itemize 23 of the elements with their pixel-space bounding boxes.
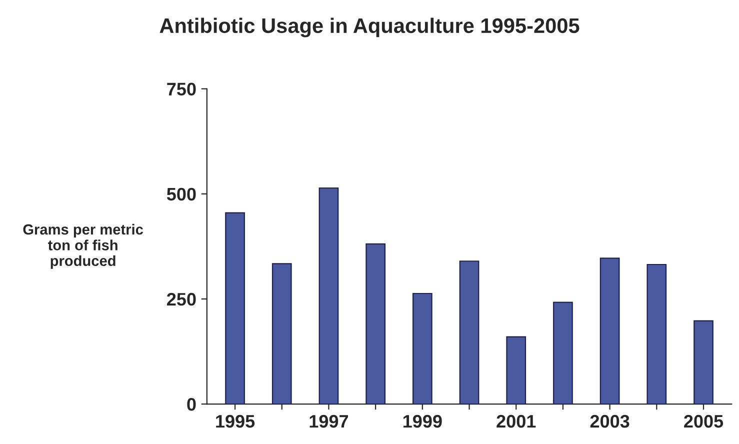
bar bbox=[366, 243, 386, 404]
y-tick-label: 0 bbox=[187, 398, 196, 411]
chart-title: Antibiotic Usage in Aquaculture 1995-2005 bbox=[160, 18, 580, 38]
bar bbox=[646, 264, 667, 404]
x-tick-label: 2003 bbox=[590, 414, 630, 428]
y-tick-label: 500 bbox=[166, 188, 196, 201]
bar bbox=[553, 302, 573, 404]
bar bbox=[272, 263, 292, 404]
y-axis-title: Grams per metric ton of fish produced bbox=[23, 224, 144, 269]
y-tick-label: 250 bbox=[167, 292, 196, 306]
x-tick-label: 1995 bbox=[216, 414, 255, 428]
bar bbox=[459, 260, 480, 404]
bar bbox=[600, 258, 620, 404]
bar bbox=[694, 320, 714, 404]
y-tick-label: 750 bbox=[167, 82, 196, 96]
x-tick-label: 2005 bbox=[684, 414, 724, 428]
x-tick-label: 1999 bbox=[403, 414, 442, 428]
bar bbox=[225, 212, 245, 404]
bar bbox=[506, 336, 526, 404]
x-tick-label: 2001 bbox=[496, 414, 536, 428]
bar bbox=[318, 187, 339, 404]
x-tick-label: 1997 bbox=[310, 414, 348, 428]
bar bbox=[412, 292, 432, 404]
